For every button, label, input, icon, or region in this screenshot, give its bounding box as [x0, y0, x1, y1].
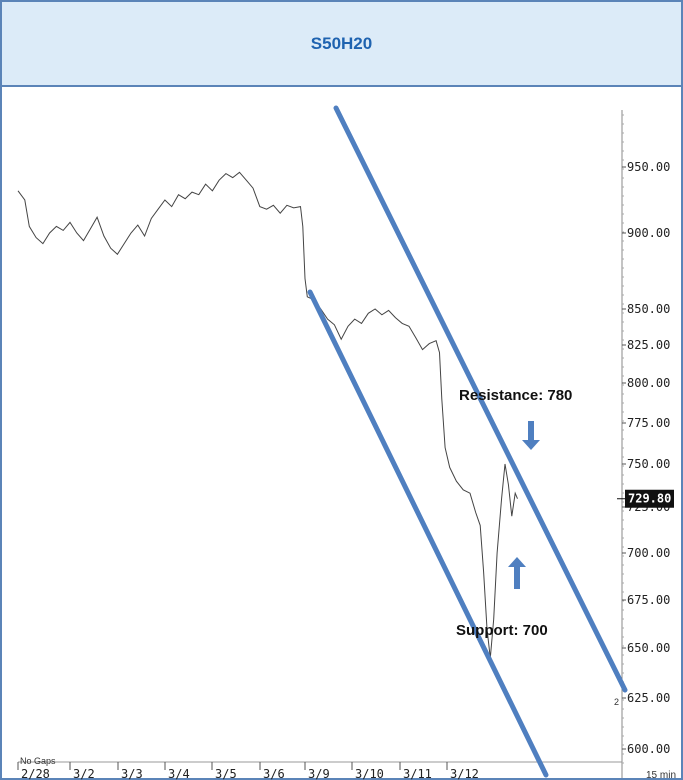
x-tick-label: 3/3: [121, 767, 143, 780]
y-tick-label: 775.00: [627, 416, 670, 430]
support-channel-line: [307, 289, 549, 778]
x-tick-label: 3/5: [215, 767, 237, 780]
up-arrow-icon: [508, 557, 526, 589]
y-tick-label: 900.00: [627, 226, 670, 240]
scale-marker-label: 2: [614, 697, 619, 707]
y-tick-label: 800.00: [627, 376, 670, 390]
x-tick-label: 3/2: [73, 767, 95, 780]
y-tick-label: 675.00: [627, 593, 670, 607]
x-tick-label: 3/10: [355, 767, 384, 780]
resistance-annotation: Resistance: 780: [459, 387, 572, 404]
y-tick-label: 850.00: [627, 302, 670, 316]
y-tick-label: 650.00: [627, 641, 670, 655]
x-tick-label: 3/6: [263, 767, 285, 780]
y-tick-label: 950.00: [627, 160, 670, 174]
chart-title: S50H20: [310, 33, 373, 53]
x-tick-label: 3/12: [450, 767, 479, 780]
interval-label: 15 min: [646, 770, 676, 780]
y-tick-label: 825.00: [627, 338, 670, 352]
price-series-line: [17, 171, 518, 659]
y-tick-label: 750.00: [627, 457, 670, 471]
x-tick-label: 3/4: [168, 767, 190, 780]
chart-header: S50H20: [2, 2, 681, 87]
last-price-label: 729.80: [628, 492, 671, 506]
y-tick-label: 700.00: [627, 546, 670, 560]
y-tick-label: 600.00: [627, 742, 670, 756]
down-arrow-icon: [522, 421, 540, 450]
x-tick-label: 3/11: [403, 767, 432, 780]
support-annotation: Support: 700: [456, 622, 548, 639]
no-gaps-label: No Gaps: [20, 756, 56, 766]
y-tick-label: 625.00: [627, 691, 670, 705]
last-price-tag-bg: [625, 489, 674, 508]
x-tick-label: 2/28: [21, 767, 50, 780]
resistance-channel-line: [333, 105, 628, 693]
x-tick-label: 3/9: [308, 767, 330, 780]
